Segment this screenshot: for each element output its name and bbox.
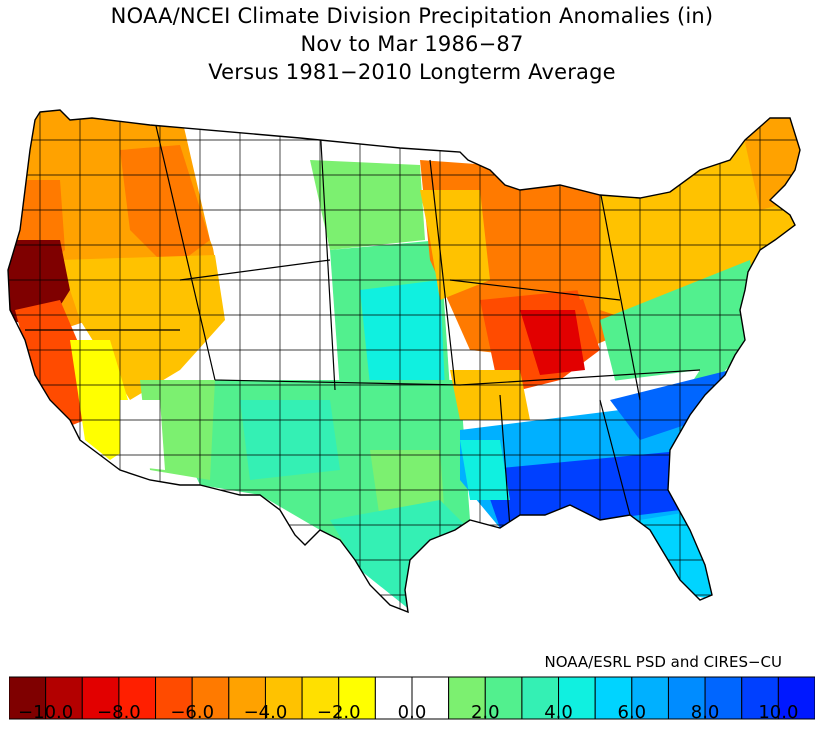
colorbar-tick-label: −2.0 bbox=[316, 702, 361, 723]
colorbar-swatch bbox=[411, 676, 450, 720]
colorbar-tick-label: −8.0 bbox=[97, 702, 141, 723]
colorbar-swatch bbox=[191, 676, 230, 720]
colorbar-swatch bbox=[558, 676, 596, 720]
colorbar-swatch bbox=[264, 676, 303, 720]
colorbar bbox=[9, 676, 815, 720]
colorbar-tick-label: −4.0 bbox=[243, 702, 288, 723]
colorbar-swatch bbox=[521, 676, 560, 720]
region-gulf-coast bbox=[480, 450, 690, 528]
colorbar-tick-label: 2.0 bbox=[470, 702, 500, 723]
region-idaho bbox=[120, 145, 210, 270]
region-california-central bbox=[15, 300, 90, 430]
colorbar-tick-label: −6.0 bbox=[170, 702, 215, 723]
colorbar-tick-label: 8.0 bbox=[690, 702, 720, 723]
region-great-basin bbox=[60, 255, 225, 400]
credit-text: NOAA/ESRL PSD and CIRES−CU bbox=[544, 653, 782, 671]
colorbar-swatch bbox=[484, 676, 523, 720]
colorbar-tick-label: 0.0 bbox=[397, 702, 427, 723]
colorbar-tick-label: 10.0 bbox=[758, 702, 799, 723]
colorbar-swatch bbox=[155, 676, 193, 720]
region-ozarks bbox=[450, 370, 530, 420]
region-indiana-core bbox=[520, 310, 585, 375]
colorbar-tick-label: 4.0 bbox=[544, 702, 573, 723]
colorbar-swatch bbox=[594, 676, 633, 720]
region-montana-east bbox=[310, 160, 425, 250]
colorbar-swatch bbox=[374, 676, 413, 720]
colorbar-swatch bbox=[301, 676, 340, 720]
division-boundaries bbox=[8, 110, 800, 612]
colorbar-swatch bbox=[777, 676, 815, 720]
region-kansas-nebraska bbox=[360, 280, 445, 390]
state-boundaries bbox=[25, 110, 701, 529]
colorbar-swatch bbox=[704, 676, 743, 720]
anomaly-shading bbox=[8, 110, 800, 612]
region-florida bbox=[640, 510, 715, 600]
colorbar-tick-label: 6.0 bbox=[617, 702, 647, 723]
map-title: NOAA/NCEI Climate Division Precipitation… bbox=[0, 2, 824, 86]
us-climate-division-map bbox=[7, 109, 801, 614]
colorbar-tick-label: −10.0 bbox=[18, 702, 74, 723]
title-line-2: Nov to Mar 1986−87 bbox=[300, 32, 524, 56]
colorbar-swatch bbox=[9, 676, 47, 720]
region-arizona-white bbox=[120, 400, 165, 470]
region-northern-rockies bbox=[180, 110, 330, 330]
colorbar-swatch bbox=[228, 676, 266, 720]
colorbar-swatch bbox=[81, 676, 120, 720]
region-west-texas bbox=[240, 400, 340, 480]
colorbar-swatch bbox=[448, 676, 486, 720]
colorbar-swatch bbox=[631, 676, 669, 720]
title-line-1: NOAA/NCEI Climate Division Precipitation… bbox=[110, 4, 714, 28]
title-line-3: Versus 1981−2010 Longterm Average bbox=[208, 60, 616, 84]
us-outline bbox=[7, 109, 801, 614]
